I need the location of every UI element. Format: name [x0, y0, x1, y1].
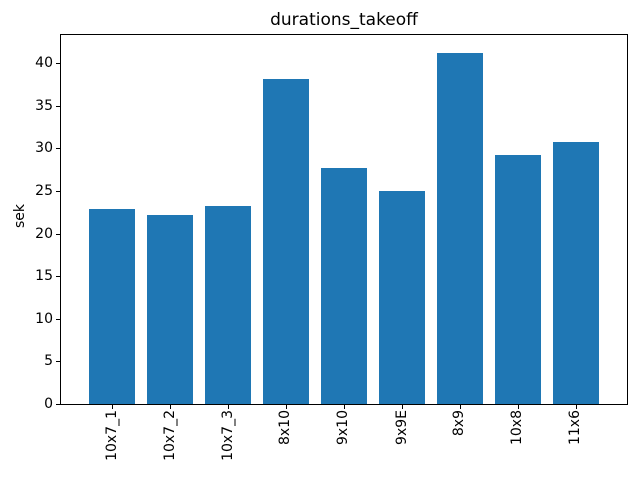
bar-10x7_2 [146, 214, 194, 404]
plot-area [60, 34, 628, 405]
y-tick-mark [56, 404, 60, 405]
y-tick-mark [56, 276, 60, 278]
y-tick-label: 15 [35, 268, 53, 285]
bar-8x9 [436, 52, 484, 404]
x-tick-mark [228, 405, 230, 409]
y-tick-mark [56, 148, 60, 150]
y-tick-label: 30 [35, 140, 53, 157]
y-tick-label: 10 [35, 310, 53, 327]
x-tick-mark [286, 405, 287, 409]
x-tick-mark [575, 405, 577, 409]
bar-10x7_3 [204, 206, 252, 404]
bar-10x7_1 [88, 208, 136, 404]
bar-8x10 [262, 79, 310, 404]
bar-11x6 [552, 141, 600, 404]
chart-title: durations_takeoff [270, 10, 418, 30]
x-tick-label-text: 10x7_3 [219, 410, 236, 461]
y-tick-mark [56, 190, 60, 192]
y-tick-label: 25 [35, 182, 53, 199]
x-tick-label-text: 10x7_2 [161, 410, 178, 461]
x-tick-mark [170, 405, 172, 409]
y-tick-mark [56, 233, 60, 235]
bar-10x8 [494, 155, 542, 404]
x-tick-mark [401, 405, 403, 409]
x-tick-mark [344, 405, 345, 409]
y-tick-label: 40 [35, 55, 53, 72]
x-tick-label-text: 8x10 [277, 410, 294, 446]
y-tick-label: 5 [44, 353, 53, 370]
x-tick-label-text: 10x7_1 [103, 410, 120, 461]
x-tick-label-text: 11x6 [567, 410, 584, 446]
bar-9x9E [378, 190, 426, 404]
y-tick-mark [56, 105, 60, 107]
x-tick-label-text: 10x8 [509, 410, 526, 446]
x-tick-label-text: 9x9E [393, 410, 410, 445]
y-axis-label: sek [12, 203, 28, 229]
x-tick-label-text: 8x9 [451, 410, 468, 437]
y-tick-mark [56, 361, 60, 363]
y-tick-label: 35 [35, 97, 53, 114]
y-tick-mark [56, 63, 60, 65]
x-tick-mark [112, 405, 114, 409]
x-tick-mark [517, 405, 519, 409]
y-tick-label: 20 [35, 225, 53, 242]
x-tick-label-text: 9x10 [335, 410, 352, 446]
bar-9x10 [320, 167, 368, 404]
y-tick-label: 0 [44, 396, 53, 412]
y-tick-mark [56, 318, 60, 320]
x-tick-mark [459, 405, 461, 409]
